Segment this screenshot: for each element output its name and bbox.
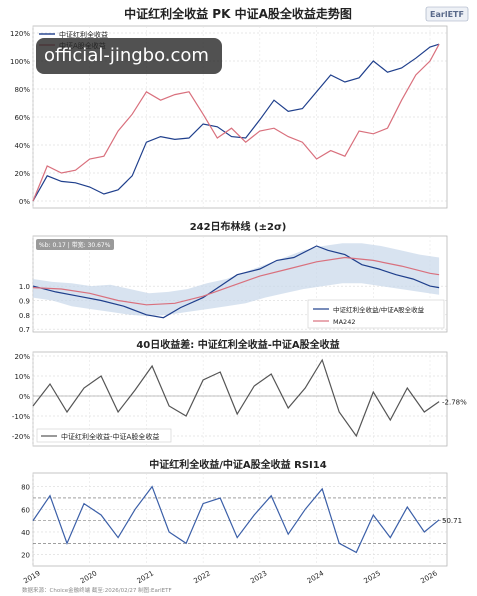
series-line [32,245,440,319]
x-tick-label: 2021 [136,569,155,585]
series-line [32,43,440,202]
y-tick-label: -20% [12,433,30,441]
y-tick-label: 40% [14,142,30,150]
y-tick-label: 80% [14,86,30,94]
y-tick-label: 20% [14,353,30,361]
legend-label: 中证红利全收益-中证A股全收益 [61,432,159,441]
y-tick-label: 60 [21,506,30,514]
x-tick-label: 2019 [22,569,41,585]
y-tick-label: 0.8 [19,312,30,320]
legend-box [307,299,445,329]
x-tick-label: 2020 [79,569,98,585]
y-tick-label: 0.9 [19,297,30,305]
y-tick-label: 0% [19,198,30,206]
x-tick-label: 2024 [306,569,326,585]
x-tick-label: 2025 [363,569,382,585]
y-tick-label: 60% [14,114,30,122]
watermark-overlay: official-jingbo.com [36,38,222,74]
y-tick-label: 100% [10,58,30,66]
series-line [32,485,440,554]
chart-title: 中证红利全收益/中证A股全收益 RSI14 [149,458,326,471]
legend-box [36,428,172,443]
y-tick-label: 120% [10,30,30,38]
y-tick-label: 20 [21,552,30,560]
x-tick-label: 2022 [192,569,211,585]
y-tick-label: 10% [14,373,30,381]
panel-frame [32,472,448,567]
series-line [32,256,440,306]
last-value-label: 50.71 [442,517,462,525]
last-value-label: -2.78% [442,399,467,407]
series-line [32,43,440,202]
chart-title: 40日收益差: 中证红利全收益-中证A股全收益 [136,338,339,351]
y-tick-label: 20% [14,170,30,178]
legend-label: MA242 [333,318,355,326]
chart-title: 中证红利全收益 PK 中证A股全收益走势图 [124,6,352,21]
x-tick-label: 2023 [249,569,268,585]
brand-logo [425,6,469,22]
legend-label: 中证红利全收益/中证A股全收益 [333,305,425,314]
y-tick-label: 40 [21,529,30,537]
y-tick-label: 0% [19,393,30,401]
chart-title: 242日布林线 (±2σ) [190,220,287,233]
y-tick-label: 1.0 [19,283,30,291]
y-tick-label: 80 [21,484,30,492]
series-line [32,358,440,438]
info-text: %b: 0.17 | 带宽: 30.67% [39,241,111,249]
brand-logo-text: EarlETF [430,10,464,19]
bollinger-band [33,243,440,317]
x-tick-label: 2026 [419,569,439,585]
info-box [36,239,114,250]
footer-note: 数据来源：Choice金融终端 截至:2026/02/27 制图:EarlETF [22,586,172,594]
y-tick-label: 0.7 [19,326,30,334]
y-tick-label: -10% [12,413,30,421]
legend-label: 中证红利全收益 [59,30,108,39]
